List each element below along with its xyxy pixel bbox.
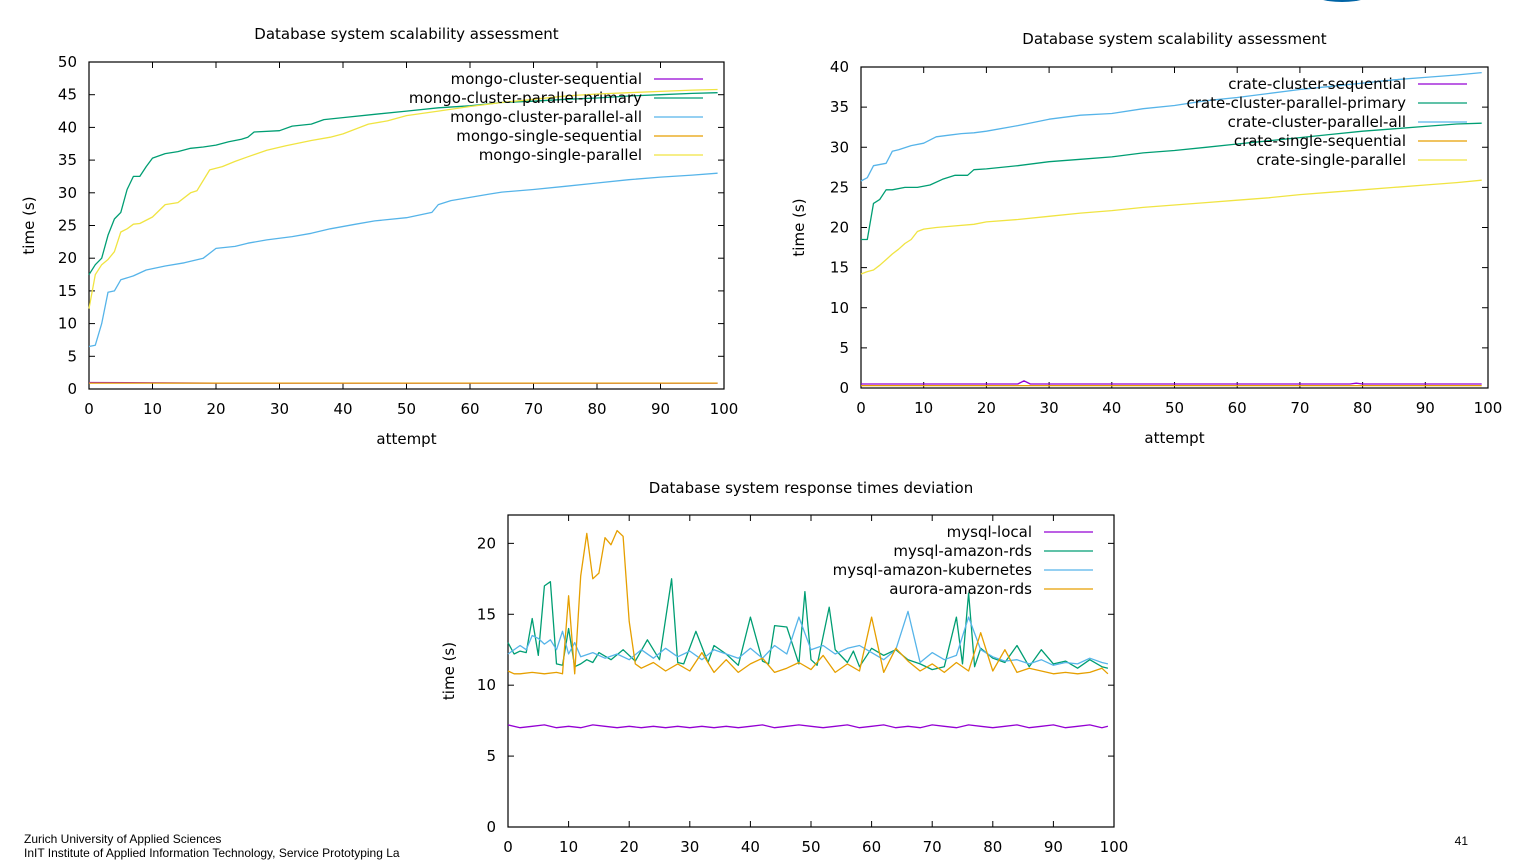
y-tick-label: 45 (58, 86, 77, 104)
legend-label-mongo-cluster-parallel-primary: mongo-cluster-parallel-primary (409, 89, 642, 107)
y-tick-label: 30 (58, 184, 77, 202)
y-tick-label: 0 (67, 380, 77, 398)
legend-label-crate-cluster-sequential: crate-cluster-sequential (1228, 75, 1406, 93)
x-tick-label: 90 (651, 400, 670, 418)
series-line-mysql-amazon-kubernetes (507, 610, 1109, 666)
y-tick-label: 5 (67, 347, 77, 365)
y-tick-label: 10 (58, 315, 77, 333)
x-tick-label: 70 (923, 838, 942, 856)
x-tick-label: 30 (1040, 399, 1059, 417)
y-tick-label: 20 (477, 534, 496, 552)
y-tick-label: 35 (830, 98, 849, 116)
series-line-mongo-single-parallel (88, 88, 718, 309)
legend-label-crate-cluster-parallel-all: crate-cluster-parallel-all (1228, 113, 1406, 131)
series-line-crate-cluster-sequential (861, 380, 1482, 385)
x-axis-label: attempt (376, 430, 436, 448)
page-number: 41 (1454, 834, 1468, 848)
y-tick-label: 30 (830, 138, 849, 156)
x-tick-label: 0 (503, 838, 513, 856)
x-tick-label: 10 (143, 400, 162, 418)
y-tick-label: 15 (58, 282, 77, 300)
x-tick-label: 90 (1044, 838, 1063, 856)
x-tick-label: 100 (1100, 838, 1129, 856)
x-tick-label: 60 (460, 400, 479, 418)
legend-label-mongo-single-sequential: mongo-single-sequential (456, 127, 642, 145)
y-tick-label: 35 (58, 151, 77, 169)
x-tick-label: 80 (587, 400, 606, 418)
legend-label-mysql-local: mysql-local (947, 523, 1032, 541)
y-tick-label: 5 (839, 339, 849, 357)
y-axis-label: time (s) (20, 196, 38, 254)
series-line-mongo-cluster-parallel-all (88, 172, 718, 348)
y-tick-label: 10 (477, 676, 496, 694)
chart-title: Database system scalability assessment (254, 25, 559, 43)
x-tick-label: 70 (1290, 399, 1309, 417)
x-tick-label: 90 (1416, 399, 1435, 417)
legend-label-mongo-cluster-parallel-all: mongo-cluster-parallel-all (450, 108, 642, 126)
y-tick-label: 25 (58, 217, 77, 235)
legend-label-crate-cluster-parallel-primary: crate-cluster-parallel-primary (1186, 94, 1406, 112)
institution-logo (1304, 0, 1454, 8)
x-tick-label: 50 (1165, 399, 1184, 417)
y-tick-label: 20 (58, 249, 77, 267)
x-axis-label: attempt (1144, 429, 1204, 447)
x-tick-label: 10 (559, 838, 578, 856)
x-tick-label: 10 (914, 399, 933, 417)
x-tick-label: 20 (206, 400, 225, 418)
y-axis-label: time (s) (790, 198, 808, 256)
y-tick-label: 15 (830, 259, 849, 277)
legend-label-mongo-cluster-sequential: mongo-cluster-sequential (451, 70, 642, 88)
legend-label-aurora-amazon-rds: aurora-amazon-rds (889, 580, 1032, 598)
legend-label-crate-single-parallel: crate-single-parallel (1256, 151, 1406, 169)
series-line-aurora-amazon-rds (507, 529, 1109, 675)
x-tick-label: 50 (397, 400, 416, 418)
x-tick-label: 40 (741, 838, 760, 856)
x-tick-label: 80 (1353, 399, 1372, 417)
y-tick-label: 50 (58, 53, 77, 71)
series-line-mysql-local (507, 724, 1109, 729)
x-tick-label: 20 (977, 399, 996, 417)
series-line-crate-cluster-parallel-primary (861, 122, 1482, 241)
x-tick-label: 20 (620, 838, 639, 856)
y-tick-label: 20 (830, 219, 849, 237)
x-tick-label: 70 (524, 400, 543, 418)
x-tick-label: 0 (856, 399, 866, 417)
series-line-crate-cluster-parallel-all (860, 71, 1482, 182)
x-tick-label: 50 (801, 838, 820, 856)
series-line-mongo-cluster-parallel-primary (88, 92, 718, 275)
legend-label-mysql-amazon-kubernetes: mysql-amazon-kubernetes (833, 561, 1033, 579)
x-tick-label: 40 (333, 400, 352, 418)
y-axis-label: time (s) (440, 642, 458, 700)
legend-label-crate-single-sequential: crate-single-sequential (1234, 132, 1406, 150)
x-tick-label: 100 (1474, 399, 1503, 417)
y-tick-label: 15 (477, 605, 496, 623)
footer-institute: InIT Institute of Applied Information Te… (24, 846, 400, 860)
y-tick-label: 40 (830, 58, 849, 76)
chart-mongo-scalability: Database system scalability assessment 0 1… (20, 25, 739, 448)
y-tick-label: 0 (486, 818, 496, 836)
legend-label-mongo-single-parallel: mongo-single-parallel (479, 146, 642, 164)
chart-crate-scalability: Database system scalability assessment 0 1… (790, 30, 1503, 447)
x-tick-label: 100 (710, 400, 739, 418)
footer-university: Zurich University of Applied Sciences (24, 832, 222, 846)
y-tick-label: 40 (58, 118, 77, 136)
legend-label-mysql-amazon-rds: mysql-amazon-rds (893, 542, 1032, 560)
y-tick-label: 25 (830, 178, 849, 196)
x-tick-label: 60 (1228, 399, 1247, 417)
x-tick-label: 30 (270, 400, 289, 418)
x-tick-label: 30 (680, 838, 699, 856)
y-tick-label: 0 (839, 379, 849, 397)
x-tick-label: 60 (862, 838, 881, 856)
chart-title: Database system response times deviation (649, 479, 973, 497)
series-line-crate-single-parallel (860, 179, 1482, 275)
x-tick-label: 40 (1102, 399, 1121, 417)
chart-response-times-deviation: Database system response times deviation… (440, 479, 1129, 856)
x-tick-label: 80 (983, 838, 1002, 856)
y-tick-label: 5 (486, 747, 496, 765)
chart-title: Database system scalability assessment (1022, 30, 1327, 48)
x-tick-label: 0 (84, 400, 94, 418)
y-tick-label: 10 (830, 299, 849, 317)
